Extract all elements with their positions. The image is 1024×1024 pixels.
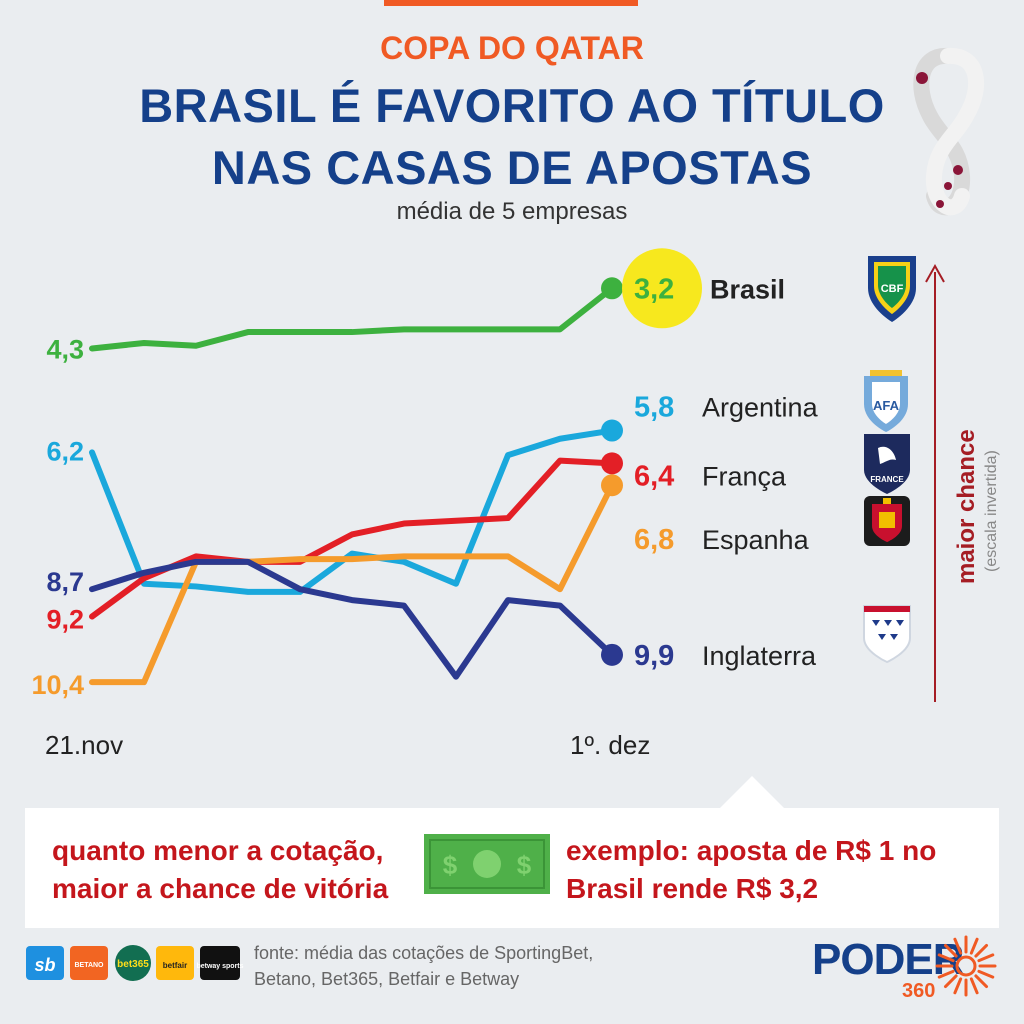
svg-text:$: $ [443,850,458,880]
series-name-brasil: Brasil [710,274,785,304]
afa-crest-icon: AFA [864,370,908,432]
note-pointer [718,776,786,810]
series-line-inglaterra [89,558,615,680]
note-left: quanto menor a cotação, maior a chance d… [52,832,388,908]
source-line-1: fonte: média das cotações de SportingBet… [254,943,594,963]
series-line-brasil [89,285,615,352]
svg-text:$: $ [517,850,532,880]
svg-text:sb: sb [34,955,55,975]
end-label-brasil: 3,2 [634,273,674,305]
end-label-argentina: 5,8 [634,392,674,424]
betfair-logo: betfair [156,946,194,980]
end-point-inglaterra [601,643,623,666]
end-point-argentina [601,419,623,442]
headline-line-2: NAS CASAS DE APOSTAS [211,141,813,194]
series-line-espanha [89,482,615,686]
sun-ray [953,937,963,955]
x-tick-start: 21.nov [45,730,123,760]
end-point-espanha [601,474,623,497]
source-note: fonte: média das cotações de SportingBet… [254,940,593,992]
sun-ray [974,974,989,989]
x-tick-end: 1º. dez [570,730,650,760]
series-line-argentina [89,427,615,595]
sun-ray [937,969,955,979]
end-label-franca: 6,4 [634,460,674,492]
svg-text:AFA: AFA [873,398,900,413]
note-right-line-1: exemplo: aposta de R$ 1 no [566,835,937,866]
sun-ray [977,953,995,963]
series-name-inglaterra: Inglaterra [702,641,817,671]
highlight-circle [622,248,702,329]
sun-ray [974,943,989,958]
end-point-franca [601,452,623,475]
svg-text:betway sports: betway sports [196,963,243,970]
svg-text:FRANCE: FRANCE [870,475,904,484]
series-name-espanha: Espanha [702,525,810,555]
svg-text:bet365: bet365 [117,959,149,970]
start-label-argentina: 6,2 [46,436,84,466]
top-accent-rule [384,0,638,6]
betway-logo: betway sports [196,946,244,980]
series-name-franca: França [702,461,787,491]
cbf-crest-icon: CBF [868,256,916,322]
betano-logo: BETANO [70,946,108,980]
svg-text:BETANO: BETANO [74,962,104,969]
series-name-argentina: Argentina [702,393,819,423]
sun-ray [969,977,979,995]
sun-ray [977,969,995,979]
end-label-espanha: 6,8 [634,524,674,556]
headline-line-1: BRASIL É FAVORITO AO TÍTULO [139,79,885,132]
fff-crest-icon: FRANCE [864,434,910,494]
svg-text:betfair: betfair [163,961,187,970]
sun-ray [943,943,958,958]
banknote-icon: $ $ [424,834,550,894]
maior-chance-arrow [925,263,945,702]
note-right-line-2: Brasil rende R$ 3,2 [566,873,819,904]
rfef-crest-icon [864,496,910,546]
sponsor-logos: sb BETANO bet365 betfair betway sports [26,945,244,981]
world-cup-logo-icon [913,48,985,216]
axis-note: maior chance [953,429,980,584]
sun-ray [969,937,979,955]
sun-ray [943,974,958,989]
end-point-brasil [601,277,623,300]
series-line-franca [89,457,615,620]
bet365-logo: bet365 [115,945,151,981]
kicker: COPA DO QATAR [380,30,644,66]
brand-sun-icon [935,935,997,997]
subtitle: média de 5 empresas [396,198,628,225]
start-label-brasil: 4,3 [46,334,84,364]
start-label-inglaterra: 8,7 [46,567,84,597]
start-label-franca: 9,2 [46,605,84,635]
sportingbet-logo: sb [26,946,64,980]
england-crest-icon [863,605,911,664]
note-right: exemplo: aposta de R$ 1 no Brasil rende … [566,832,936,908]
note-left-line-2: maior a chance de vitória [52,873,389,904]
axis-note-sub: (escala invertida) [983,450,1000,572]
svg-text:CBF: CBF [881,283,904,295]
source-line-2: Betano, Bet365, Betfair e Betway [254,969,520,989]
sun-ray [953,977,963,995]
end-label-inglaterra: 9,9 [634,640,674,672]
line-chart: 4,3 6,2 9,2 10,4 8,7 3,2 Brasil 5,8 Argentina 6,… [31,248,1000,760]
sun-ray [937,953,955,963]
brand-logo-sub: 360 [902,980,936,1002]
note-left-line-1: quanto menor a cotação, [52,835,384,866]
start-label-espanha: 10,4 [31,670,84,700]
